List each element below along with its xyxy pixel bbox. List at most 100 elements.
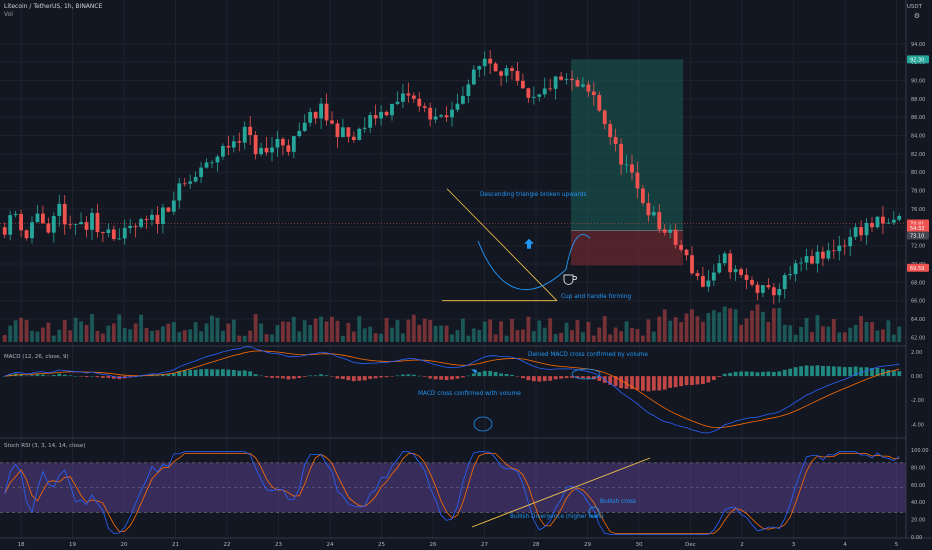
candle-body <box>188 181 193 184</box>
candle-body <box>586 84 591 92</box>
volume-bar <box>450 334 454 342</box>
time-tick-label: Dec <box>685 542 696 548</box>
macd-histogram-bar <box>215 369 220 377</box>
volume-bar <box>259 323 263 342</box>
candle-body <box>848 236 853 247</box>
macd-histogram-bar <box>564 376 569 379</box>
macd-histogram-bar <box>253 374 258 377</box>
macd-histogram-bar <box>488 370 493 377</box>
stop-zone <box>571 230 683 266</box>
macd-pane[interactable]: Denied MACD cross confirmed by volume MAC… <box>2 346 902 434</box>
candle-body <box>690 255 694 274</box>
candle-body <box>619 143 623 165</box>
macd-histogram-bar <box>477 372 482 377</box>
gear-icon[interactable]: ⚙ <box>913 12 920 20</box>
candle-body <box>411 95 416 99</box>
volume-bar <box>602 316 607 342</box>
volume-label[interactable]: Vol <box>4 11 13 18</box>
macd-histogram-bar <box>788 368 793 377</box>
candle-body <box>788 274 793 276</box>
volume-bar <box>608 334 613 342</box>
volume-bar <box>2 335 7 342</box>
macd-histogram-bar <box>161 374 165 377</box>
time-tick-label: 4 <box>843 542 847 548</box>
candle-body <box>330 120 334 124</box>
macd-histogram-bar <box>597 376 602 381</box>
volume-bar <box>150 330 154 342</box>
candle-body <box>24 230 29 239</box>
candle-body <box>433 116 438 120</box>
volume-bar <box>57 329 62 342</box>
candle-body <box>624 164 629 166</box>
candle-body <box>248 126 253 136</box>
candle-body <box>815 251 820 264</box>
price-axis[interactable]: 94.0092.0090.0088.0086.0084.0082.0080.00… <box>911 42 929 541</box>
macd-histogram-bar <box>608 376 613 385</box>
volume-bar <box>422 318 427 342</box>
macd-histogram-bar <box>341 376 345 380</box>
macd-cross-circle <box>473 416 493 432</box>
macd-histogram-bar <box>493 372 498 377</box>
candle-body <box>41 213 45 224</box>
volume-bar <box>482 321 487 342</box>
candle-body <box>864 222 869 236</box>
candle-body <box>19 213 23 231</box>
macd-histogram-bar <box>619 376 623 389</box>
candle-body <box>101 232 105 234</box>
macd-histogram-bar <box>717 376 722 377</box>
volume-bar <box>706 313 711 342</box>
long-position-zone[interactable] <box>0 59 906 266</box>
stoch-pane[interactable]: Bullish cross Bullish Divergence (higher … <box>0 451 906 535</box>
candle-body <box>368 115 373 128</box>
stoch-drawings[interactable]: Bullish cross Bullish Divergence (higher … <box>471 457 651 528</box>
annotation-denied-macd: Denied MACD cross confirmed by volume <box>528 352 648 358</box>
candle-body <box>242 126 247 143</box>
macd-tick-label: -4.00 <box>911 422 924 428</box>
price-pane[interactable]: Descending triangle broken upwards Cup an… <box>0 50 906 342</box>
macd-histogram-bar <box>171 372 176 377</box>
stoch-tick-label: 60.00 <box>911 483 925 489</box>
volume-bar <box>177 332 182 342</box>
volume-bar <box>864 322 869 342</box>
currency-label[interactable]: USDT <box>906 4 922 10</box>
candle-body <box>711 272 716 281</box>
candle-body <box>351 136 356 141</box>
macd-histogram-bar <box>166 373 171 377</box>
candle-body <box>199 167 203 177</box>
macd-histogram-bar <box>297 376 302 378</box>
candle-body <box>526 88 531 98</box>
macd-histogram-bar <box>466 375 471 377</box>
macd-histogram-bar <box>701 376 705 385</box>
time-axis[interactable]: 18 19 20 21 22 23 24 25 26 27 28 29 30 Dec 2 3 4 5 <box>18 542 899 548</box>
volume-bar <box>281 321 285 342</box>
volume-bar <box>826 326 831 342</box>
candle-body <box>297 131 302 137</box>
stoch-tick-label: 0.00 <box>911 535 922 541</box>
macd-histogram-bar <box>188 369 193 377</box>
macd-histogram-bar <box>401 374 405 377</box>
macd-histogram-bar <box>368 376 373 379</box>
price-drawings[interactable]: Descending triangle broken upwards Cup an… <box>442 188 631 302</box>
volume-bar <box>79 321 83 342</box>
macd-histogram-bar <box>237 370 242 377</box>
candle-body <box>362 127 367 129</box>
price-tick-label: 86.00 <box>911 115 925 121</box>
macd-histogram-bar <box>733 371 738 377</box>
volume-bar <box>881 329 885 342</box>
volume-bar <box>875 330 880 342</box>
macd-drawings[interactable]: Denied MACD cross confirmed by volume MAC… <box>418 352 648 432</box>
volume-bar <box>122 327 127 342</box>
candle-body <box>684 249 689 256</box>
candle-body <box>90 212 94 230</box>
volume-bar <box>766 321 771 342</box>
macd-histogram-bar <box>777 371 782 377</box>
volume-bar <box>324 321 329 342</box>
volume-bar <box>750 310 754 342</box>
symbol-title[interactable]: Litecoin / TetherUS, 1h, BINANCE <box>4 3 103 10</box>
volume-bar <box>581 332 585 342</box>
volume-bar <box>842 332 847 342</box>
candle-body <box>319 103 323 119</box>
macd-histogram-bar <box>444 376 449 381</box>
price-label: 69.59 <box>910 266 924 272</box>
